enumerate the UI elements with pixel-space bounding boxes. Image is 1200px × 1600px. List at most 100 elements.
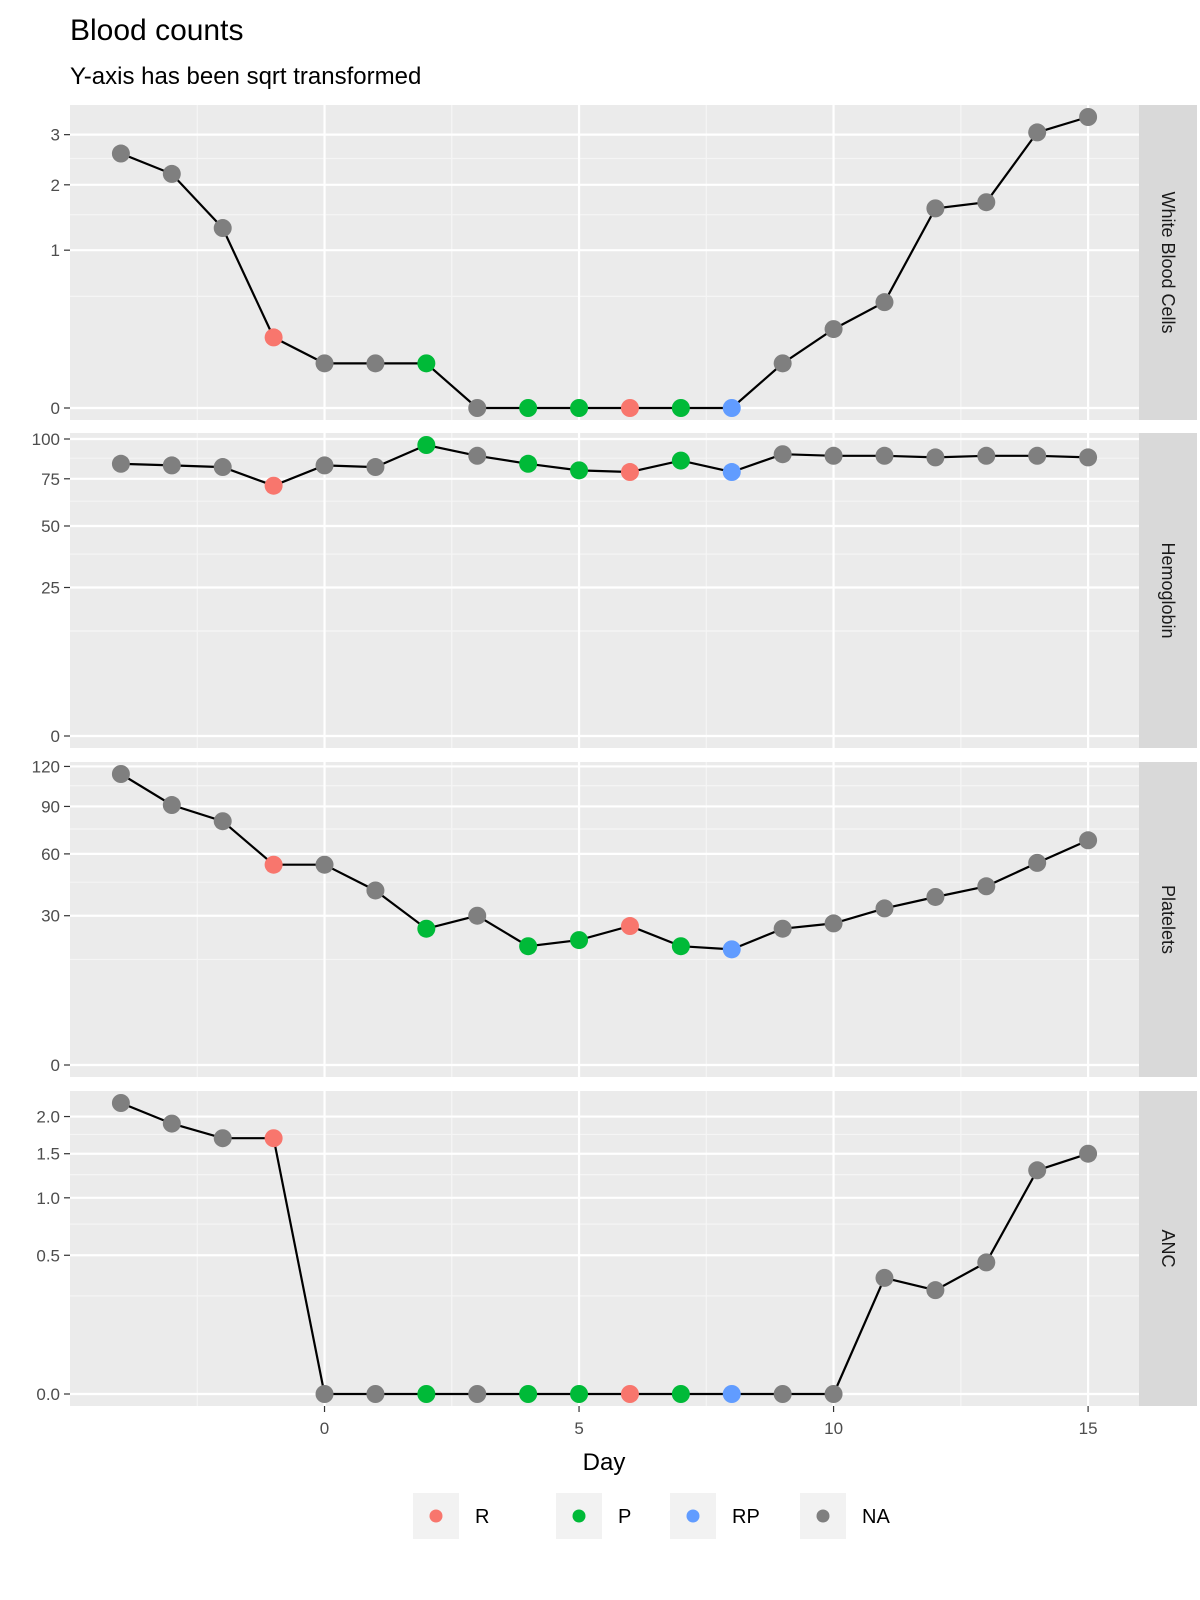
strip-label: White Blood Cells [1158,191,1178,333]
data-point [366,354,385,373]
legend-key-point [816,1509,830,1523]
data-point [875,446,894,465]
data-point [824,446,843,465]
strip-background [1139,762,1197,1077]
data-point [620,399,639,417]
data-point [213,219,232,238]
data-point [162,456,181,475]
legend-key-point [429,1509,443,1523]
y-tick-label: 75 [41,470,60,489]
legend-label: NA [862,1506,890,1528]
strip-background [1139,1091,1197,1406]
data-point [417,919,436,938]
facet-panels: 0 1 2 3 White Blood Cells 0 25 50 75 100 Hemoglobi… [32,105,1197,1406]
data-point [468,446,487,465]
chart-subtitle: Y-axis has been sqrt transformed [70,63,421,90]
legend-item: NA [800,1493,890,1539]
data-point [264,855,283,874]
data-point [315,354,334,373]
data-point [417,1385,436,1403]
data-point [824,914,843,933]
data-point [926,1281,945,1300]
data-point [162,1114,181,1133]
panel-background [70,762,1139,1077]
facet-panel: 0.0 0.5 1.0 1.5 2.0 ANC [36,1091,1197,1406]
y-tick-label: 50 [41,517,60,536]
data-point [671,1385,690,1403]
y-tick-label: 0 [51,727,60,746]
data-point [620,917,639,936]
x-axis-title: Day [583,1449,626,1476]
data-point [722,940,741,959]
data-point [213,458,232,477]
data-point [773,919,792,938]
data-point [1028,853,1047,872]
data-point [977,446,996,465]
facet-panel: 0 30 60 90 120 Platelets [32,757,1197,1077]
strip-background [1139,433,1197,748]
data-point [773,1385,792,1403]
strip-label: Platelets [1158,885,1178,954]
x-axis: 0 5 10 15 [320,1406,1098,1438]
data-point [671,399,690,417]
data-point [722,399,741,417]
data-point [1079,108,1098,126]
facet-panel: 0 25 50 75 100 Hemoglobin [32,430,1197,748]
y-tick-label: 100 [32,430,60,449]
y-tick-label: 3 [51,126,60,145]
x-tick-label: 10 [824,1419,843,1438]
y-tick-label: 25 [41,578,60,597]
data-point [519,399,538,417]
legend: R P RP NA [413,1493,890,1539]
data-point [620,1385,639,1403]
y-tick-label: 0.0 [36,1385,60,1404]
panel-background [70,105,1139,420]
data-point [773,445,792,464]
legend-item: RP [670,1493,760,1539]
y-tick-label: 0 [51,1056,60,1075]
data-point [264,1129,283,1148]
data-point [824,1385,843,1403]
data-point [671,451,690,470]
data-point [162,164,181,183]
data-point [519,1385,538,1403]
data-point [315,456,334,475]
data-point [875,899,894,918]
legend-key-point [572,1509,586,1523]
data-point [315,855,334,874]
y-tick-label: 90 [41,797,60,816]
data-point [671,937,690,956]
data-point [213,1129,232,1148]
legend-label: R [475,1506,489,1528]
y-tick-label: 0 [51,399,60,418]
y-tick-label: 2 [51,176,60,195]
data-point [722,463,741,482]
data-point [722,1385,741,1403]
data-point [366,881,385,900]
data-point [773,354,792,373]
x-tick-label: 5 [574,1419,583,1438]
x-tick-label: 15 [1079,1419,1098,1438]
data-point [213,812,232,831]
data-point [570,931,589,950]
panel-background [70,433,1139,748]
series-line [120,115,1089,410]
data-point [1028,123,1047,142]
data-point [417,354,436,373]
data-point [264,476,283,495]
data-point [977,1253,996,1272]
data-point [111,144,130,163]
data-point [926,199,945,218]
data-point [519,454,538,473]
data-point [111,454,130,473]
y-tick-label: 60 [41,845,60,864]
data-point [875,1268,894,1287]
data-point [366,458,385,477]
legend-label: RP [732,1506,760,1528]
data-point [366,1385,385,1403]
data-point [1079,1144,1098,1163]
y-tick-label: 1 [51,241,60,260]
legend-key-point [686,1509,700,1523]
data-point [875,293,894,312]
